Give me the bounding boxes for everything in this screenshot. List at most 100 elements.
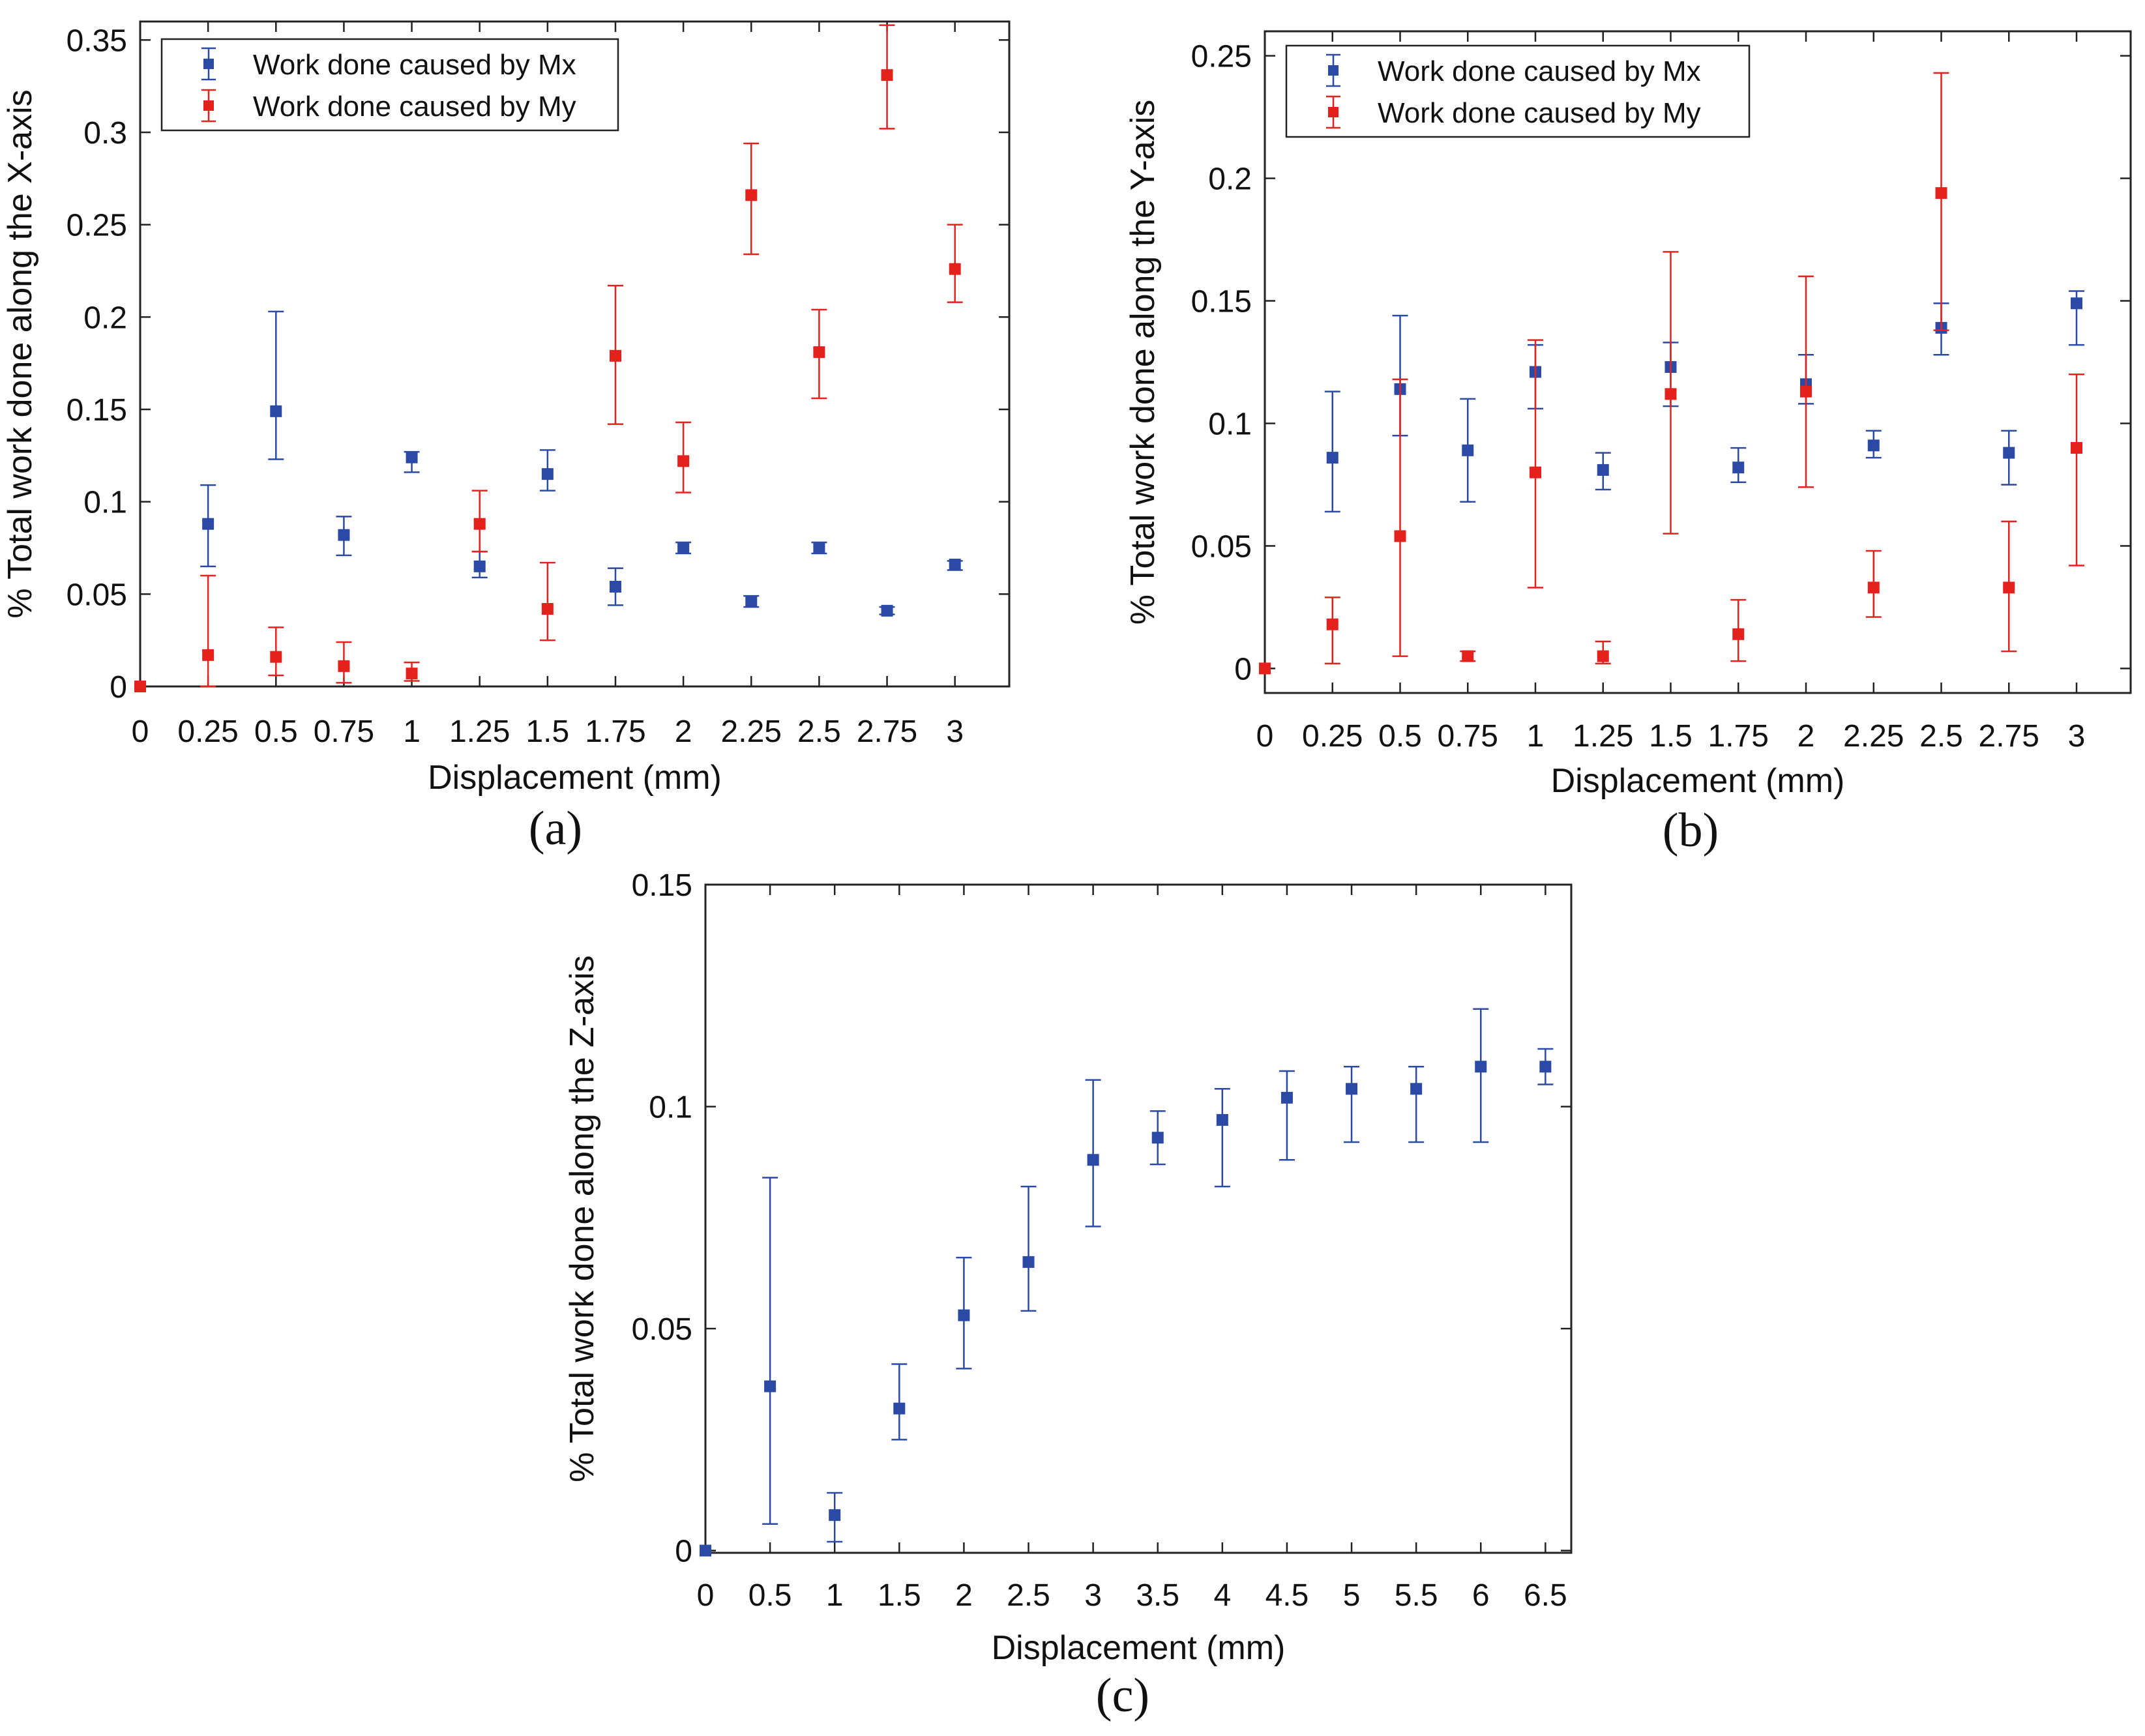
x-tick-label: 1.25	[449, 714, 510, 749]
data-point	[1732, 462, 1745, 474]
x-tick-label: 2.75	[1979, 719, 2039, 754]
y-tick-label: 0.35	[67, 23, 127, 58]
y-tick-label: 0	[110, 670, 127, 705]
x-tick-label: 0.25	[177, 714, 238, 749]
legend: Work done caused by Mx Work done caused b…	[1285, 44, 1751, 138]
x-tick-label: 2	[1797, 719, 1815, 754]
x-tick-label: 1.5	[878, 1578, 921, 1613]
data-point	[2003, 447, 2015, 459]
data-point	[406, 451, 418, 463]
x-tick-label: 1.75	[585, 714, 645, 749]
data-point	[1530, 466, 1541, 478]
data-point	[1326, 618, 1339, 630]
data-point	[1151, 1132, 1164, 1144]
x-tick-label: 2.5	[797, 714, 841, 749]
x-tick-label: 0	[697, 1578, 715, 1613]
x-tick-label: 1	[1527, 719, 1545, 754]
data-point	[1087, 1154, 1099, 1166]
y-tick-label: 0.2	[83, 301, 127, 335]
x-tick-label: 5.5	[1395, 1578, 1438, 1613]
x-tick-label: 0.25	[1302, 719, 1363, 754]
data-point	[1539, 1061, 1552, 1073]
panel-1: 00.050.10.150.20.250.30.350 0.25 0.5 0.75 1 1…	[1, 20, 1011, 855]
x-tick-label: 1.5	[525, 714, 569, 749]
x-tick-label: 2	[675, 714, 692, 749]
plot-frame	[1264, 30, 2132, 694]
data-point	[1475, 1061, 1487, 1073]
data-point	[677, 542, 690, 554]
x-tick-label: 0	[132, 714, 149, 749]
y-tick-label: 0.05	[67, 578, 127, 612]
data-point	[1732, 628, 1745, 640]
plot-frame	[139, 20, 1011, 688]
legend: Work done caused by Mx Work done caused b…	[160, 38, 619, 132]
legend-label: Work done caused by My	[1378, 97, 1701, 129]
x-tick-label: 0.5	[1378, 719, 1422, 754]
data-point	[829, 1509, 841, 1522]
data-point	[270, 651, 282, 663]
plot-frame	[704, 883, 1573, 1554]
panel-3: 0 0.05 0.1 0.15 0 0.5 1 1.5 2 2.5 3 3.5 4 4.5 5 5.5 6 6.5…	[563, 868, 1573, 1722]
data-point	[881, 69, 893, 81]
legend-mx-marker-icon	[203, 59, 214, 69]
data-point	[2071, 442, 2082, 454]
x-tick-label: 2	[955, 1578, 973, 1613]
x-axis-label: Displacement (mm)	[992, 1629, 1286, 1667]
data-point	[541, 468, 554, 480]
data-point	[1462, 650, 1474, 662]
data-point	[1216, 1113, 1228, 1126]
y-tick-label: 0.25	[1191, 40, 1252, 74]
panel-caption: (b)	[1663, 804, 1719, 857]
legend-label: Work done caused by Mx	[253, 49, 576, 81]
x-tick-label: 0	[1256, 719, 1274, 754]
data-point	[338, 660, 350, 672]
data-point	[1935, 187, 1947, 199]
legend-my-marker-icon	[1328, 107, 1339, 117]
x-tick-label: 3	[1084, 1578, 1102, 1613]
x-tick-label: 0.75	[1438, 719, 1498, 754]
panel-2: 0 0.05 0.1 0.15 0.2 0.25 0 0.25 0.5 0.75 1 1.25 1.5 1…	[1124, 30, 2132, 857]
data-point	[881, 604, 893, 617]
data-point	[1410, 1083, 1423, 1095]
x-tick-label: 3	[946, 714, 964, 749]
panel-caption: (c)	[1096, 1669, 1149, 1722]
x-tick-label: 0.5	[254, 714, 298, 749]
y-tick-label: 0.05	[632, 1312, 692, 1347]
legend-my-marker-icon	[203, 100, 214, 111]
data-point	[2003, 581, 2015, 594]
data-point	[609, 349, 621, 362]
y-tick-label: 0	[675, 1535, 692, 1569]
y-tick-label: 0.1	[83, 486, 127, 520]
y-tick-label: 0.15	[632, 868, 692, 903]
x-tick-label: 2.5	[1919, 719, 1963, 754]
y-tick-label: 0.05	[1191, 529, 1252, 564]
legend-label: Work done caused by Mx	[1378, 55, 1701, 87]
data-point	[1326, 452, 1339, 464]
x-tick-label: 1	[826, 1578, 844, 1613]
data-point	[1867, 581, 1880, 594]
data-point	[949, 263, 961, 275]
data-point	[1280, 1091, 1293, 1104]
data-point	[764, 1380, 777, 1392]
data-point	[700, 1544, 711, 1557]
x-tick-label: 6	[1472, 1578, 1490, 1613]
x-tick-label: 2.25	[721, 714, 782, 749]
data-point	[677, 455, 690, 467]
data-point	[1800, 385, 1812, 398]
y-tick-label: 0.2	[1208, 162, 1252, 197]
x-tick-label: 1.75	[1708, 719, 1769, 754]
x-tick-label: 2.75	[857, 714, 917, 749]
y-axis-label: % Total work done along the Y-axis	[1124, 100, 1162, 625]
legend-label: Work done caused by My	[253, 91, 576, 123]
legend-mx-marker-icon	[1328, 65, 1339, 76]
data-point	[1664, 388, 1677, 400]
x-axis-label: Displacement (mm)	[1551, 762, 1845, 800]
y-tick-label: 0.3	[83, 116, 127, 151]
y-tick-label: 0.1	[1208, 407, 1252, 441]
y-tick-label: 0	[1234, 652, 1252, 686]
x-tick-label: 5	[1343, 1578, 1361, 1613]
series-2	[1259, 72, 2084, 675]
x-tick-label: 2.25	[1843, 719, 1904, 754]
